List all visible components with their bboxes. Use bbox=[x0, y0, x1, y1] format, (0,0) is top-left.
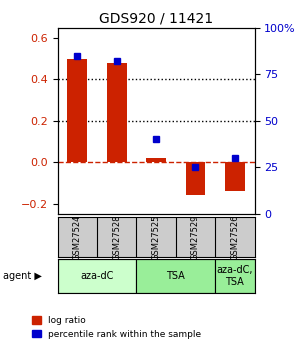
Text: GSM27526: GSM27526 bbox=[230, 215, 239, 260]
Bar bbox=[215, 259, 255, 293]
Text: GSM27524: GSM27524 bbox=[73, 215, 82, 260]
Bar bbox=[107, 63, 127, 162]
Text: GSM27525: GSM27525 bbox=[152, 215, 161, 260]
Text: TSA: TSA bbox=[166, 271, 185, 281]
Text: GSM27528: GSM27528 bbox=[112, 215, 121, 260]
Bar bbox=[58, 259, 136, 293]
Text: aza-dC,
TSA: aza-dC, TSA bbox=[217, 265, 253, 287]
Text: GSM27529: GSM27529 bbox=[191, 215, 200, 260]
Bar bbox=[225, 162, 245, 191]
Bar bbox=[136, 259, 215, 293]
Legend: log ratio, percentile rank within the sample: log ratio, percentile rank within the sa… bbox=[32, 316, 201, 339]
Bar bbox=[186, 162, 205, 195]
Text: agent ▶: agent ▶ bbox=[3, 271, 42, 281]
Text: aza-dC: aza-dC bbox=[80, 271, 114, 281]
Bar bbox=[146, 158, 166, 162]
Bar bbox=[67, 59, 87, 162]
Title: GDS920 / 11421: GDS920 / 11421 bbox=[99, 11, 213, 25]
